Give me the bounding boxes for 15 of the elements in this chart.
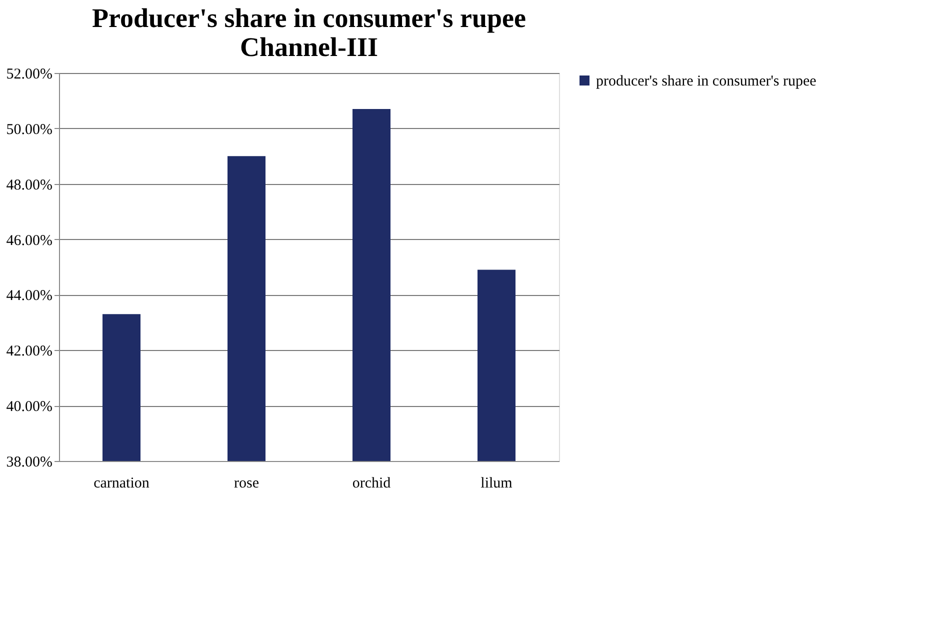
y-tick-label: 42.00% [6,344,52,360]
text: Channel-III [240,32,378,62]
y-tick-label: 46.00% [6,232,52,249]
y-tick-label: 50.00% [6,122,52,138]
x-tick-label: orchid [352,476,392,492]
text: Producer's share in consumer's rupee [92,3,526,33]
legend-label: producer's share in consumer's rupee [596,74,817,90]
y-tick-label: 52.00% [6,66,52,82]
y-tick-label: 38.00% [6,454,52,470]
x-tick-label: rose [234,476,260,492]
x-tick-label: carnation [94,476,150,492]
y-tick-label: 44.00% [6,288,52,304]
y-tick-label: 40.00% [6,399,52,416]
y-tick-label: 48.00% [6,177,52,194]
x-tick-label: lilum [480,476,513,492]
